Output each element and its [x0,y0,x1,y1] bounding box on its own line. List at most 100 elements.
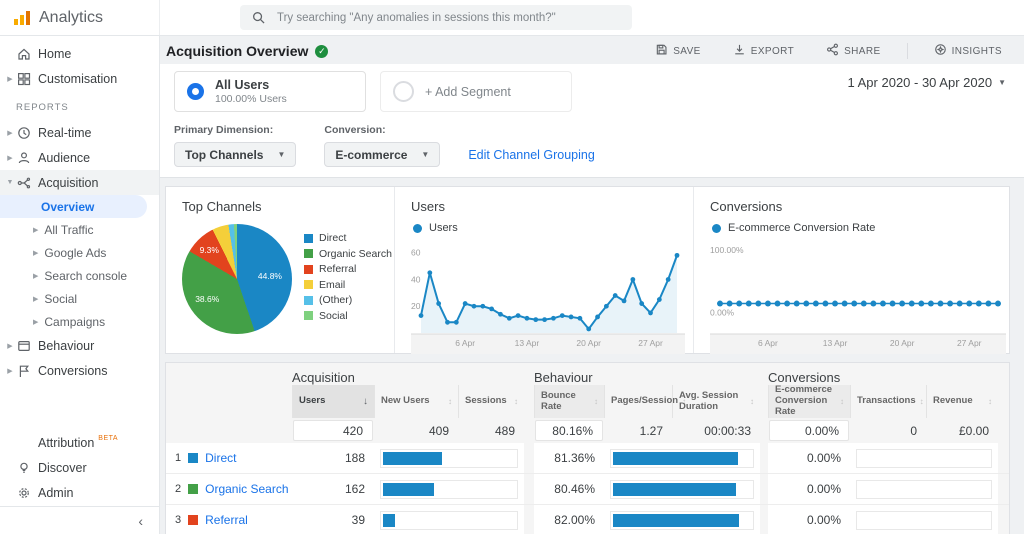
sidebar-subitem-social[interactable]: ▶ Social [0,287,159,310]
sidebar-subitem-campaigns[interactable]: ▶ Campaigns [0,310,159,333]
group-spacer [166,363,292,385]
segment-title: All Users [215,77,270,92]
save-icon [655,43,668,59]
column-header-transactions[interactable]: Transactions ↕ [850,385,926,418]
sidebar-item-home[interactable]: Home [0,41,159,66]
column-gutter [760,443,768,474]
users-bar [383,482,434,496]
column-header-sessions[interactable]: Sessions ↕ [458,385,524,418]
users-bar-track [380,479,518,499]
column-header-e-commerce-conversion-rate[interactable]: E-commerce Conversion Rate ↕ [768,384,850,418]
person-icon [15,151,32,165]
channel-link[interactable]: Organic Search [205,482,289,496]
header-spacer [166,385,292,418]
sort-desc-icon: ↓ [363,395,368,407]
sidebar-subitem-all-traffic[interactable]: ▶ All Traffic [0,218,159,241]
column-header-avg-session-duration[interactable]: Avg. Session Duration ↕ [672,385,760,418]
page-title: Acquisition Overview [166,43,309,59]
conversion-dropdown[interactable]: E-commerce ▼ [324,142,441,167]
export-icon [733,43,746,59]
channel-link[interactable]: Direct [205,451,237,465]
edit-channel-grouping-link[interactable]: Edit Channel Grouping [468,148,595,162]
total-bounce-rate: 80.16% [535,420,603,441]
sidebar-item-conversions[interactable]: ▶ Conversions [0,358,159,383]
column-header-label: Users [299,395,326,407]
conversions-empty-cell [850,443,998,474]
column-header-bounce-rate[interactable]: Bounce Rate ↕ [534,385,604,418]
column-header-label: Transactions [857,395,916,407]
column-gutter [524,474,534,505]
sidebar-item-label: Attribution [38,435,95,450]
page-header: Acquisition Overview ✓ SAVE EXPORT SHARE IN… [160,36,1024,64]
save-button[interactable]: SAVE [649,42,707,60]
sidebar-item-behaviour[interactable]: ▶ Behaviour [0,333,159,358]
sidebar-item-label: Real-time [38,125,92,140]
total-transactions: 0 [910,423,917,438]
column-header-new-users[interactable]: New Users ↕ [374,385,458,418]
sidebar-item-label: Acquisition [38,175,99,190]
sidebar-item-audience[interactable]: ▶ Audience [0,145,159,170]
total-sessions: 489 [494,423,515,438]
sidebar-subitem-google-ads[interactable]: ▶ Google Ads [0,241,159,264]
row-rank: 3 [175,514,182,526]
column-header-label: Revenue [933,395,973,407]
table-row: 1 Direct 188 81.36% 0.00% [166,443,1009,474]
brand-name: Analytics [39,8,104,26]
insights-button[interactable]: INSIGHTS [928,42,1008,60]
row-pad [998,474,1009,505]
table-group-header-row: Acquisition Behaviour Conversions [166,363,1009,385]
sidebar-item-acquisition[interactable]: ▼ Acquisition [0,170,159,195]
primary-dimension-dropdown[interactable]: Top Channels ▼ [174,142,297,167]
users-bar-track [380,510,518,530]
channel-color-swatch [188,515,199,525]
conversions-line-chart[interactable]: 100.00% 0.00% 6 Apr 13 Apr 20 Apr 27 Apr [710,236,1009,359]
behaviour-icon [15,339,32,353]
group-pad [998,363,1009,385]
bounce-bar-track [610,448,754,468]
analytics-brand: Analytics [0,0,160,35]
column-header-users[interactable]: Users ↓ [292,385,374,418]
add-segment-button[interactable]: + Add Segment [380,71,572,112]
pie-slice-label: 38.6% [195,294,220,305]
table-totals-row: 420 409 489 80.16% 1.27 00:00:33 0.00% 0 £0.00 [166,418,1009,443]
users-bar-cell [374,505,524,534]
column-header-revenue[interactable]: Revenue ↕ [926,385,998,418]
sidebar-subitem-search-console[interactable]: ▶ Search console [0,264,159,287]
top-channels-pie-chart[interactable]: 44.8% 38.6% 9.3% [182,224,292,334]
svg-text:27 Apr: 27 Apr [957,338,982,348]
sidebar-item-customisation[interactable]: ▶ Customisation [0,66,159,91]
conversions-series-legend: E-commerce Conversion Rate [712,222,1009,234]
column-header-label: E-commerce Conversion Rate [775,384,833,417]
sidebar-subitem-label: Social [44,291,78,306]
column-header-label: Pages/Session [611,395,679,407]
users-value: 162 [292,474,374,505]
column-gutter [760,474,768,505]
column-header-pages-session[interactable]: Pages/Session ↕ [604,385,686,418]
total-revenue: £0.00 [958,423,989,438]
sidebar-item-discover[interactable]: Discover [0,455,159,480]
segment-all-users[interactable]: All Users 100.00% Users [174,71,366,112]
channel-link[interactable]: Referral [205,513,248,527]
users-line-chart[interactable]: 20 40 60 6 Apr 13 Apr 20 Apr 27 Apr [411,236,693,359]
share-button[interactable]: SHARE [820,42,886,60]
sidebar-collapse-button[interactable]: ‹ [0,506,159,534]
svg-text:40: 40 [411,274,421,284]
channel-cell: 2 Organic Search [166,474,292,505]
users-value: 188 [292,443,374,474]
users-series-legend: Users [413,222,693,234]
primary-dimension-value: Top Channels [185,147,264,162]
legend-label: Direct [319,232,347,244]
export-button[interactable]: EXPORT [727,42,800,60]
channels-table: Acquisition Behaviour Conversions Users ↓ New… [165,362,1010,534]
search-input[interactable]: Try searching "Any anomalies in sessions… [240,5,632,30]
sidebar-subitem-overview[interactable]: Overview [0,195,147,218]
bounce-rate-value: 82.00% [534,505,604,534]
svg-text:27 Apr: 27 Apr [638,338,663,348]
sidebar-item-real-time[interactable]: ▶ Real-time [0,120,159,145]
sidebar-item-admin[interactable]: Admin [0,480,159,505]
totals-pad [998,418,1009,443]
total-avg-session-duration: 00:00:33 [704,423,751,438]
date-range-picker[interactable]: 1 Apr 2020 - 30 Apr 2020 ▼ [848,75,1006,90]
legend-item: (Other) [304,294,392,306]
sidebar-item-attribution[interactable]: Attribution BETA [0,430,159,455]
